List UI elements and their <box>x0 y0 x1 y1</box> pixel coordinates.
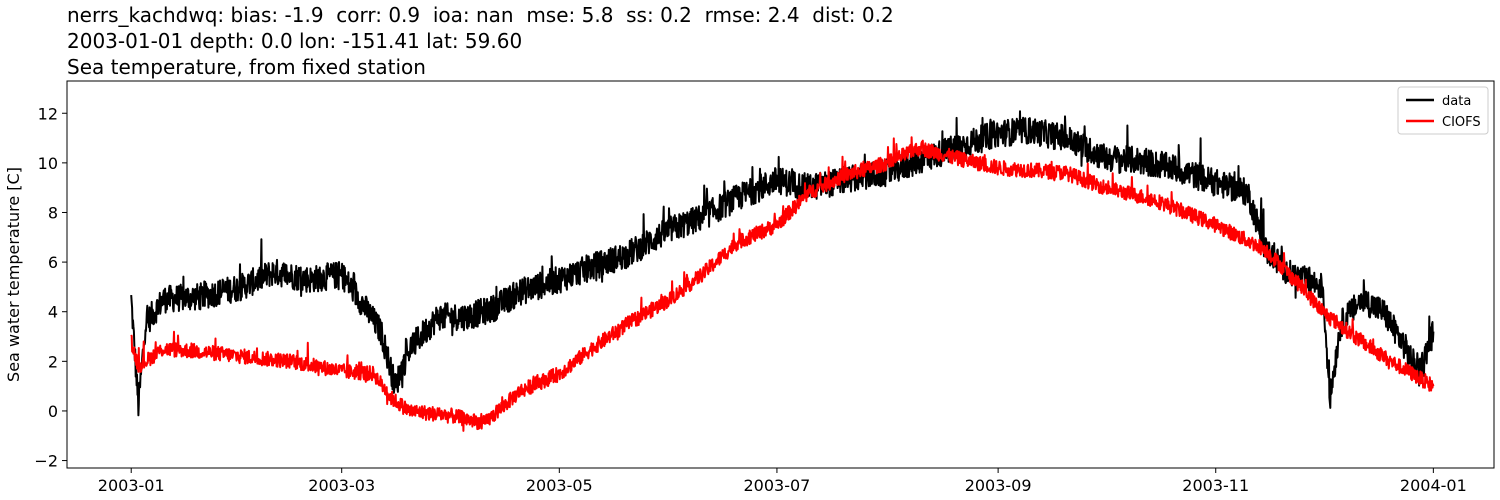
legend-label-ciofs: CIOFS <box>1442 115 1481 130</box>
plot-frame <box>66 80 1495 469</box>
x-tick-label: 2003-03 <box>308 476 375 495</box>
legend: data CIOFS <box>1397 86 1489 135</box>
title-line-stats: nerrs_kachdwq: bias: -1.9 corr: 0.9 ioa:… <box>67 3 894 27</box>
legend-label-data: data <box>1442 94 1471 109</box>
y-tick-label: 0 <box>48 402 58 421</box>
x-tick-label: 2003-01 <box>98 476 165 495</box>
x-tick-label: 2003-09 <box>965 476 1032 495</box>
y-tick-label: 6 <box>48 253 58 272</box>
x-tick-label: 2003-05 <box>526 476 593 495</box>
x-tick-label: 2004-01 <box>1400 476 1467 495</box>
x-tick-label: 2003-07 <box>744 476 811 495</box>
y-tick-label: 4 <box>48 303 58 322</box>
series-line-data <box>130 110 1435 417</box>
x-axis: 2003-01 2003-03 2003-05 2003-07 2003-09 2003-… <box>98 468 1467 495</box>
title-line-description: Sea temperature, from fixed station <box>67 55 426 79</box>
chart-title: nerrs_kachdwq: bias: -1.9 corr: 0.9 ioa:… <box>67 2 894 80</box>
series-layer <box>130 110 1435 432</box>
y-axis-label: Sea water temperature [C] <box>4 167 23 382</box>
y-tick-label: 12 <box>38 104 58 123</box>
y-tick-label: 2 <box>48 352 58 371</box>
series-line-ciofs <box>130 136 1435 432</box>
y-tick-label: 10 <box>38 154 58 173</box>
y-axis: −2 0 2 4 6 8 10 12 <box>34 104 67 471</box>
y-tick-label: −2 <box>34 452 58 471</box>
x-tick-label: 2003-11 <box>1182 476 1249 495</box>
title-line-location: 2003-01-01 depth: 0.0 lon: -151.41 lat: … <box>67 29 523 53</box>
y-tick-label: 8 <box>48 203 58 222</box>
